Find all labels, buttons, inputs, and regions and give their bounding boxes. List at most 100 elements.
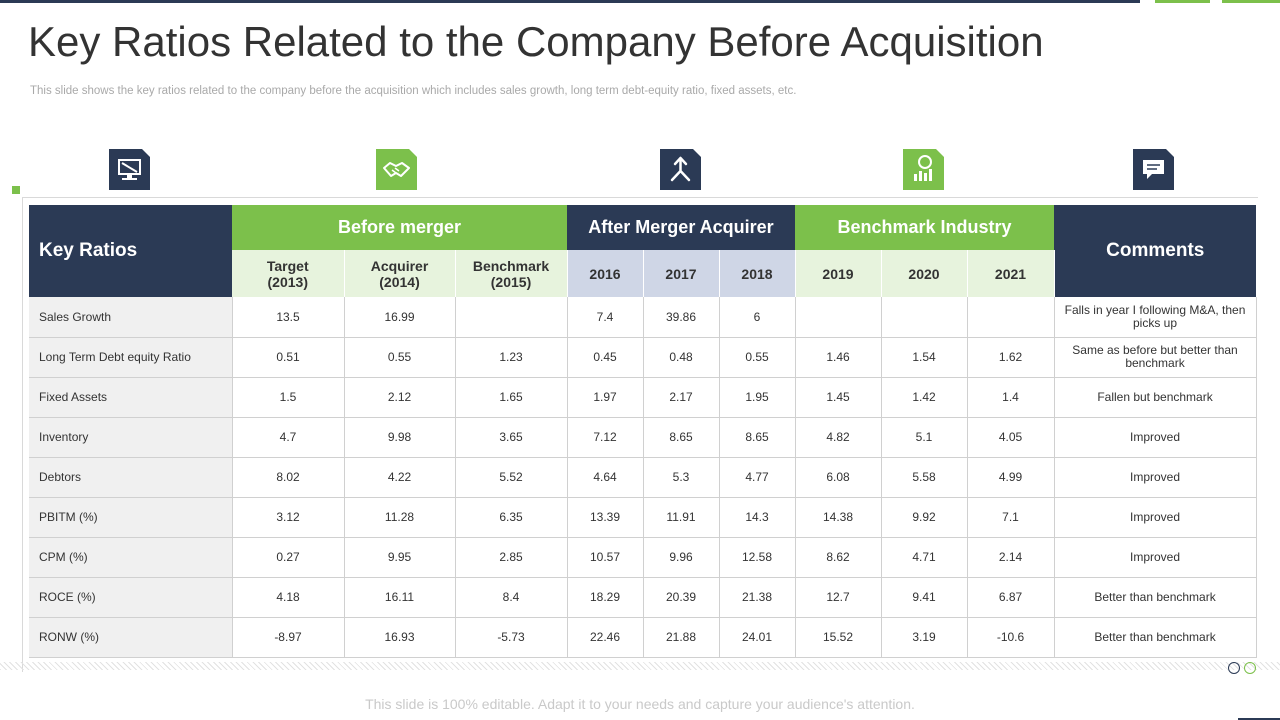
value-cell: 9.96 bbox=[643, 537, 720, 578]
value-cell: 4.18 bbox=[232, 577, 345, 618]
comment-cell: Same as before but better than benchmark bbox=[1054, 337, 1257, 378]
value-cell: 8.62 bbox=[795, 537, 882, 578]
row-label: CPM (%) bbox=[29, 537, 233, 578]
row-label: Debtors bbox=[29, 457, 233, 498]
value-cell: 39.86 bbox=[643, 297, 720, 338]
subheader-2017: 2017 bbox=[643, 250, 720, 297]
value-cell: 1.65 bbox=[455, 377, 568, 418]
table-row: ROCE (%) 4.18 16.11 8.4 18.29 20.39 21.38 12.7 9… bbox=[29, 577, 1257, 618]
row-label: RONW (%) bbox=[29, 617, 233, 658]
value-cell: -5.73 bbox=[455, 617, 568, 658]
table-row: Inventory 4.7 9.98 3.65 7.12 8.65 8.65 4.82 5.1 4… bbox=[29, 417, 1257, 458]
table-row: Long Term Debt equity Ratio 0.51 0.55 1.23 0… bbox=[29, 337, 1257, 378]
value-cell: 7.1 bbox=[967, 497, 1055, 538]
value-cell: 16.99 bbox=[344, 297, 456, 338]
key-ratios-table: Key Ratios Before merger After Merger Ac… bbox=[29, 205, 1257, 658]
value-cell: 5.52 bbox=[455, 457, 568, 498]
corner-marker bbox=[12, 186, 20, 194]
value-cell: 1.54 bbox=[881, 337, 968, 378]
growth-chart-icon bbox=[903, 149, 944, 190]
value-cell: 12.7 bbox=[795, 577, 882, 618]
value-cell: 8.65 bbox=[719, 417, 796, 458]
value-cell: 4.22 bbox=[344, 457, 456, 498]
value-cell: 1.46 bbox=[795, 337, 882, 378]
table-row: Debtors 8.02 4.22 5.52 4.64 5.3 4.77 6.08 5.58 4.… bbox=[29, 457, 1257, 498]
table-row: Sales Growth 13.5 16.99 7.4 39.86 6 Falls in y… bbox=[29, 297, 1257, 338]
value-cell: 9.98 bbox=[344, 417, 456, 458]
value-cell: 20.39 bbox=[643, 577, 720, 618]
comment-cell: Better than benchmark bbox=[1054, 577, 1257, 618]
value-cell: 5.1 bbox=[881, 417, 968, 458]
row-label: Long Term Debt equity Ratio bbox=[29, 337, 233, 378]
comment-cell: Fallen but benchmark bbox=[1054, 377, 1257, 418]
value-cell: 11.91 bbox=[643, 497, 720, 538]
value-cell: 15.52 bbox=[795, 617, 882, 658]
value-cell: 8.65 bbox=[643, 417, 720, 458]
value-cell: 4.7 bbox=[232, 417, 345, 458]
value-cell: 16.93 bbox=[344, 617, 456, 658]
comment-cell: Improved bbox=[1054, 457, 1257, 498]
value-cell bbox=[881, 297, 968, 338]
value-cell: 11.28 bbox=[344, 497, 456, 538]
table-body: Sales Growth 13.5 16.99 7.4 39.86 6 Falls in y… bbox=[29, 297, 1257, 658]
value-cell: 1.62 bbox=[967, 337, 1055, 378]
row-label: ROCE (%) bbox=[29, 577, 233, 618]
value-cell bbox=[967, 297, 1055, 338]
value-cell: 2.17 bbox=[643, 377, 720, 418]
value-cell: 1.45 bbox=[795, 377, 882, 418]
subheader-target: Target (2013) bbox=[232, 250, 345, 297]
table-row: Fixed Assets 1.5 2.12 1.65 1.97 2.17 1.95 1.45 1… bbox=[29, 377, 1257, 418]
value-cell: 2.14 bbox=[967, 537, 1055, 578]
value-cell: 0.48 bbox=[643, 337, 720, 378]
row-label: PBITM (%) bbox=[29, 497, 233, 538]
table-row: PBITM (%) 3.12 11.28 6.35 13.39 11.91 14.3 14.3… bbox=[29, 497, 1257, 538]
value-cell: 0.27 bbox=[232, 537, 345, 578]
comment-cell: Falls in year I following M&A, then pick… bbox=[1054, 297, 1257, 338]
value-cell: 4.82 bbox=[795, 417, 882, 458]
value-cell: 6.08 bbox=[795, 457, 882, 498]
value-cell: 1.42 bbox=[881, 377, 968, 418]
value-cell: 8.4 bbox=[455, 577, 568, 618]
top-accent-bar bbox=[0, 0, 1140, 3]
row-label: Fixed Assets bbox=[29, 377, 233, 418]
value-cell: 4.05 bbox=[967, 417, 1055, 458]
value-cell: 4.71 bbox=[881, 537, 968, 578]
value-cell: 21.88 bbox=[643, 617, 720, 658]
bottom-hatch bbox=[0, 662, 1280, 670]
subheader-2018: 2018 bbox=[719, 250, 796, 297]
value-cell: 2.12 bbox=[344, 377, 456, 418]
value-cell: 16.11 bbox=[344, 577, 456, 618]
value-cell: 9.95 bbox=[344, 537, 456, 578]
value-cell: 1.97 bbox=[567, 377, 644, 418]
frame-top-line bbox=[22, 197, 1258, 198]
monitor-icon bbox=[109, 149, 150, 190]
value-cell: 9.92 bbox=[881, 497, 968, 538]
value-cell: 7.4 bbox=[567, 297, 644, 338]
subheader-2016: 2016 bbox=[567, 250, 644, 297]
value-cell: 0.55 bbox=[344, 337, 456, 378]
value-cell: 9.41 bbox=[881, 577, 968, 618]
key-ratios-header: Key Ratios bbox=[29, 205, 232, 297]
top-accent-green-1 bbox=[1155, 0, 1210, 3]
value-cell: 0.45 bbox=[567, 337, 644, 378]
value-cell: -8.97 bbox=[232, 617, 345, 658]
value-cell: 6 bbox=[719, 297, 796, 338]
comment-cell: Improved bbox=[1054, 417, 1257, 458]
after-merger-header: After Merger Acquirer bbox=[567, 205, 795, 250]
comments-header: Comments bbox=[1054, 205, 1257, 297]
nav-dot-navy bbox=[1228, 662, 1240, 674]
value-cell bbox=[455, 297, 568, 338]
comment-cell: Improved bbox=[1054, 497, 1257, 538]
value-cell: 1.95 bbox=[719, 377, 796, 418]
value-cell: 3.12 bbox=[232, 497, 345, 538]
benchmark-industry-header: Benchmark Industry bbox=[795, 205, 1055, 250]
table-row: RONW (%) -8.97 16.93 -5.73 22.46 21.88 24.01 15… bbox=[29, 617, 1257, 658]
value-cell: 24.01 bbox=[719, 617, 796, 658]
slide-subtitle: This slide shows the key ratios related … bbox=[30, 85, 797, 97]
value-cell: 1.23 bbox=[455, 337, 568, 378]
footer-note: This slide is 100% editable. Adapt it to… bbox=[365, 696, 915, 712]
value-cell: 6.35 bbox=[455, 497, 568, 538]
row-label: Sales Growth bbox=[29, 297, 233, 338]
value-cell: 10.57 bbox=[567, 537, 644, 578]
subheader-2020: 2020 bbox=[881, 250, 968, 297]
